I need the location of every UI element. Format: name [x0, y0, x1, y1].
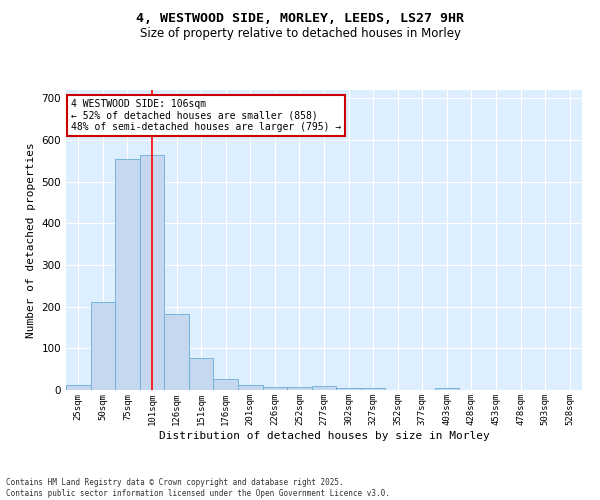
Bar	[238, 386, 263, 390]
Bar	[91, 302, 115, 390]
Bar	[361, 388, 385, 390]
Text: Contains HM Land Registry data © Crown copyright and database right 2025.
Contai: Contains HM Land Registry data © Crown c…	[6, 478, 390, 498]
Y-axis label: Number of detached properties: Number of detached properties	[26, 142, 36, 338]
Bar	[140, 156, 164, 390]
Text: 4, WESTWOOD SIDE, MORLEY, LEEDS, LS27 9HR: 4, WESTWOOD SIDE, MORLEY, LEEDS, LS27 9H…	[136, 12, 464, 26]
Bar	[336, 388, 361, 390]
Bar	[214, 379, 238, 390]
Text: Size of property relative to detached houses in Morley: Size of property relative to detached ho…	[139, 28, 461, 40]
Bar	[434, 388, 459, 390]
Bar	[164, 314, 189, 390]
Bar	[263, 386, 287, 390]
Bar	[287, 386, 312, 390]
Bar	[312, 386, 336, 390]
Bar	[66, 385, 91, 390]
Bar	[115, 159, 140, 390]
Bar	[189, 358, 214, 390]
X-axis label: Distribution of detached houses by size in Morley: Distribution of detached houses by size …	[158, 430, 490, 440]
Text: 4 WESTWOOD SIDE: 106sqm
← 52% of detached houses are smaller (858)
48% of semi-d: 4 WESTWOOD SIDE: 106sqm ← 52% of detache…	[71, 99, 341, 132]
